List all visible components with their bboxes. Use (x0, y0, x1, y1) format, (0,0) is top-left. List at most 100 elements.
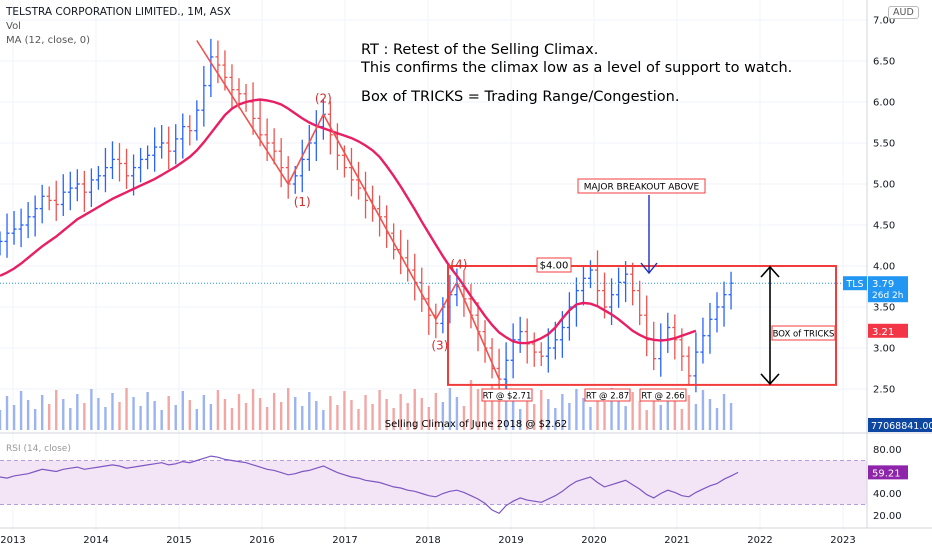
volume-bar (511, 400, 515, 430)
retest-label-3-frame (639, 388, 687, 402)
note-line-1: RT : Retest of the Selling Climax. (361, 42, 599, 58)
volume-bar (258, 398, 262, 430)
volume-bar (111, 393, 114, 430)
time-tick-label: 2020 (581, 535, 606, 546)
volume-bar (33, 409, 37, 430)
volume-bar (223, 399, 227, 430)
volume-bar (26, 400, 30, 430)
volume-bar (617, 397, 620, 430)
volume-bar (554, 408, 557, 430)
volume-bar (476, 389, 480, 430)
currency-badge[interactable]: AUD (888, 6, 919, 19)
price-tick-label: 6.00 (873, 98, 895, 109)
volume-bar (0, 410, 2, 430)
volume-bar (701, 390, 705, 430)
volume-bar (216, 390, 220, 430)
volume-bar (55, 390, 58, 430)
volume-bar (378, 390, 381, 430)
volume-bar (497, 393, 501, 430)
volume-bar (118, 402, 121, 430)
price-tick-label: 4.50 (873, 221, 895, 232)
volume-bar (518, 409, 522, 430)
breakout-arrow-head (640, 262, 658, 275)
range-arrow-head-top (760, 265, 780, 278)
rsi-band (0, 460, 867, 505)
volume-bars (0, 379, 733, 430)
volume-bar (188, 400, 191, 430)
volume-bar (694, 404, 698, 430)
volume-bar (603, 402, 606, 430)
volume-bar (315, 401, 318, 430)
volume-bar (666, 391, 669, 430)
volume-bar (160, 410, 163, 430)
volume-bar (540, 390, 543, 430)
volume-bar (40, 395, 44, 430)
volume-bar (237, 394, 241, 430)
volume-bar (167, 396, 170, 430)
countdown-text: 26d 2h (872, 291, 903, 301)
vol-legend: Vol (6, 21, 21, 32)
ma-price-text: 3.21 (872, 327, 894, 338)
volume-bar (308, 392, 311, 430)
retest-label-2-frame (584, 388, 631, 402)
time-tick-label: 2017 (332, 535, 357, 546)
volume-bar (5, 396, 9, 430)
price-tick-label: 6.50 (873, 57, 895, 68)
volume-bar (420, 398, 423, 430)
volume-bar (427, 407, 430, 430)
volume-tag-text: 77068841.000 (871, 421, 932, 432)
price-tick-label: 3.00 (873, 344, 895, 355)
volume-bar (568, 403, 571, 430)
volume-bar (462, 406, 466, 430)
box-label: BOX of TRICKS (773, 330, 835, 340)
time-tick-label: 2021 (664, 535, 689, 546)
volume-tag (868, 418, 932, 432)
box-of-tricks-rect (447, 265, 837, 386)
time-tick-label: 2014 (83, 535, 108, 546)
volume-bar (680, 409, 684, 430)
time-tick-label: 2022 (747, 535, 772, 546)
pivot-label: (4) (450, 257, 467, 271)
volume-bar (322, 410, 325, 430)
volume-bar (729, 403, 733, 430)
pivot-label: (3) (431, 338, 448, 352)
volume-bar (132, 397, 135, 430)
volume-bar (139, 406, 142, 430)
volume-bar (715, 408, 719, 430)
selling-climax-label: Selling Climax of June 2018 @ $2.62 (385, 419, 567, 430)
volume-bar (371, 404, 374, 430)
volume-bar (434, 393, 438, 430)
trading-range-box (447, 265, 837, 386)
grid (0, 0, 867, 530)
volume-bar (687, 395, 691, 430)
volume-bar (610, 388, 613, 430)
retest-label-2: RT @ 2.87 (586, 392, 629, 402)
time-tick-label: 2023 (830, 535, 855, 546)
top-price-label-frame (536, 257, 572, 273)
volume-bar (62, 399, 65, 430)
rsi-pane: RSI (14, close) (0, 444, 867, 515)
volume-bar (230, 408, 234, 430)
volume-bar (301, 406, 304, 430)
ma-price-tag (868, 323, 908, 338)
top-price-label: $4.00 (540, 261, 569, 272)
ticker-tag (843, 276, 867, 291)
volume-bar (638, 401, 641, 430)
last-price-text: 3.79 (872, 279, 894, 290)
volume-bar (251, 389, 255, 430)
volume-bar (708, 399, 712, 430)
volume-bar (90, 389, 93, 430)
volume-bar (244, 403, 248, 430)
volume-bar (624, 406, 627, 430)
volume-bar (399, 394, 402, 430)
rsi-tick-label: 40.00 (873, 489, 902, 500)
volume-bar (364, 395, 367, 430)
volume-bar (69, 408, 72, 430)
note-line-3: Box of TRICKS = Trading Range/Congestion… (361, 89, 680, 105)
volume-bar (469, 380, 473, 430)
volume-bar (582, 398, 585, 430)
price-tick-label: 2.50 (873, 385, 895, 396)
volume-bar (448, 388, 452, 430)
